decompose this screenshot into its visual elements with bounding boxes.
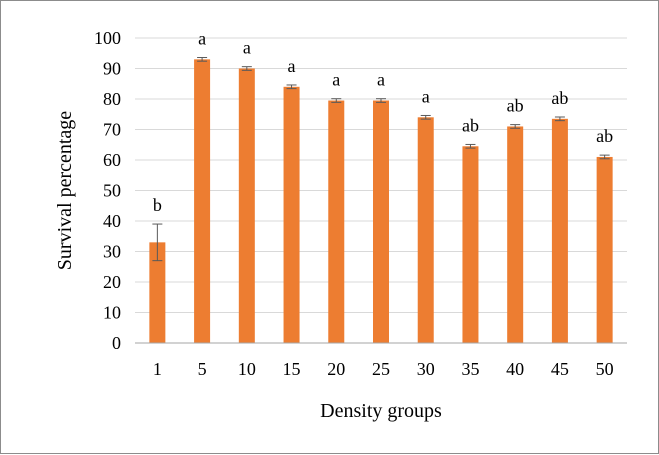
- y-axis-ticks: 0 10 20 30 40 50 60 70 80 90 100: [94, 28, 121, 353]
- bars: [149, 57, 613, 344]
- bar: [507, 126, 524, 343]
- significance-labels: b a a a a a a ab ab ab ab: [153, 29, 613, 216]
- significance-label: a: [243, 38, 251, 58]
- y-tick-label: 100: [94, 28, 121, 48]
- bar: [194, 59, 211, 343]
- significance-label: b: [153, 195, 162, 215]
- y-tick-label: 60: [103, 150, 121, 170]
- significance-label: ab: [507, 96, 524, 116]
- y-tick-label: 80: [103, 89, 121, 109]
- x-tick-label: 1: [153, 359, 162, 379]
- bar: [596, 156, 613, 343]
- bar: [238, 68, 255, 343]
- x-tick-label: 5: [198, 359, 207, 379]
- bar: [462, 146, 479, 343]
- bar: [417, 117, 434, 343]
- y-tick-label: 30: [103, 242, 121, 262]
- significance-label: ab: [462, 115, 479, 135]
- significance-label: a: [288, 56, 296, 76]
- significance-label: a: [377, 70, 385, 90]
- significance-label: a: [198, 29, 206, 49]
- significance-label: ab: [551, 88, 568, 108]
- x-tick-label: 20: [327, 359, 345, 379]
- x-tick-label: 50: [596, 359, 614, 379]
- y-tick-label: 20: [103, 272, 121, 292]
- x-tick-label: 25: [372, 359, 390, 379]
- y-tick-label: 0: [112, 333, 121, 353]
- bar: [149, 242, 166, 343]
- significance-label: a: [332, 70, 340, 90]
- y-tick-label: 90: [103, 59, 121, 79]
- x-tick-label: 35: [461, 359, 479, 379]
- bar: [283, 86, 300, 344]
- y-tick-label: 40: [103, 211, 121, 231]
- x-tick-label: 10: [238, 359, 256, 379]
- y-tick-label: 70: [103, 120, 121, 140]
- x-axis-ticks: 1 5 10 15 20 25 30 35 40 45 50: [153, 359, 614, 379]
- bar: [373, 100, 389, 344]
- x-tick-label: 30: [417, 359, 435, 379]
- y-tick-label: 10: [103, 303, 121, 323]
- x-axis-title: Density groups: [320, 400, 442, 422]
- bar: [328, 100, 345, 344]
- significance-label: a: [422, 86, 430, 106]
- bar: [551, 118, 568, 343]
- x-tick-label: 45: [551, 359, 569, 379]
- x-tick-label: 40: [506, 359, 524, 379]
- y-tick-label: 50: [103, 181, 121, 201]
- significance-label: ab: [596, 126, 613, 146]
- x-tick-label: 15: [283, 359, 301, 379]
- y-axis-title: Survival percentage: [54, 111, 76, 270]
